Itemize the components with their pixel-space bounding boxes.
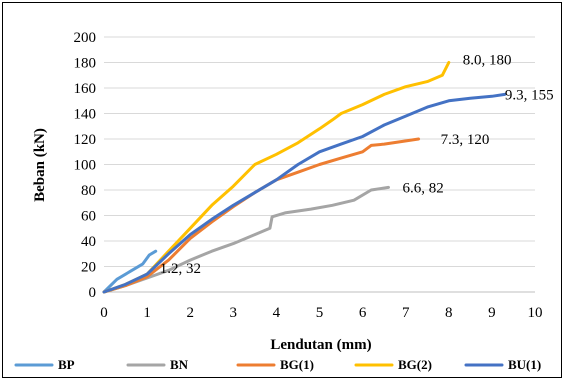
y-tick-label: 100	[74, 158, 97, 174]
x-tick-label: 5	[316, 305, 324, 321]
series-line-bg2	[102, 61, 451, 294]
series-line-bn	[102, 185, 390, 294]
axes: 0 20 40 60 80 100 120 140 160 180 200 0 1 2 3 4 5 6 7 8 9 10	[74, 30, 543, 321]
y-axis-label: Beban (kN)	[32, 128, 48, 202]
y-tick-label: 80	[81, 183, 96, 199]
series-line-bu1	[102, 92, 507, 294]
data-label: 6.6, 82	[402, 180, 443, 196]
y-tick-label: 200	[74, 30, 97, 46]
series-lines	[102, 61, 507, 294]
x-tick-label: 6	[359, 305, 367, 321]
y-tick-label: 60	[81, 209, 96, 225]
y-tick-label: 160	[74, 81, 97, 97]
data-label: 7.3, 120	[441, 132, 490, 148]
y-tick-label: 140	[74, 107, 97, 123]
x-tick-label: 7	[402, 305, 410, 321]
x-tick-label: 1	[143, 305, 151, 321]
y-tick-label: 40	[81, 234, 96, 250]
legend-entry: BP	[58, 357, 75, 372]
data-annotations: 1.2, 32 6.6, 82 7.3, 120 8.0, 180 9.3, 155	[160, 53, 554, 278]
x-tick-label: 0	[100, 305, 108, 321]
x-tick-label: 3	[230, 305, 238, 321]
series-line-bp	[102, 249, 158, 294]
y-tick-label: 20	[81, 260, 96, 276]
x-tick-label: 10	[528, 305, 543, 321]
legend-entry: BN	[170, 357, 189, 372]
legend-entry: BG(2)	[398, 357, 432, 372]
data-label: 9.3, 155	[505, 87, 554, 103]
legend-entry: BU(1)	[508, 357, 541, 372]
legend: BP BN BG(1) BG(2) BU(1)	[14, 357, 541, 372]
x-axis-label: Lendutan (mm)	[270, 337, 371, 353]
legend-entry: BG(1)	[280, 357, 314, 372]
data-label: 1.2, 32	[160, 261, 201, 277]
x-tick-label: 2	[186, 305, 194, 321]
data-label: 8.0, 180	[463, 53, 512, 69]
x-tick-label: 4	[273, 305, 281, 321]
y-tick-label: 120	[74, 132, 97, 148]
y-tick-label: 180	[74, 56, 97, 72]
x-tick-label: 9	[488, 305, 496, 321]
x-tick-label: 8	[445, 305, 453, 321]
y-tick-label: 0	[89, 285, 97, 301]
